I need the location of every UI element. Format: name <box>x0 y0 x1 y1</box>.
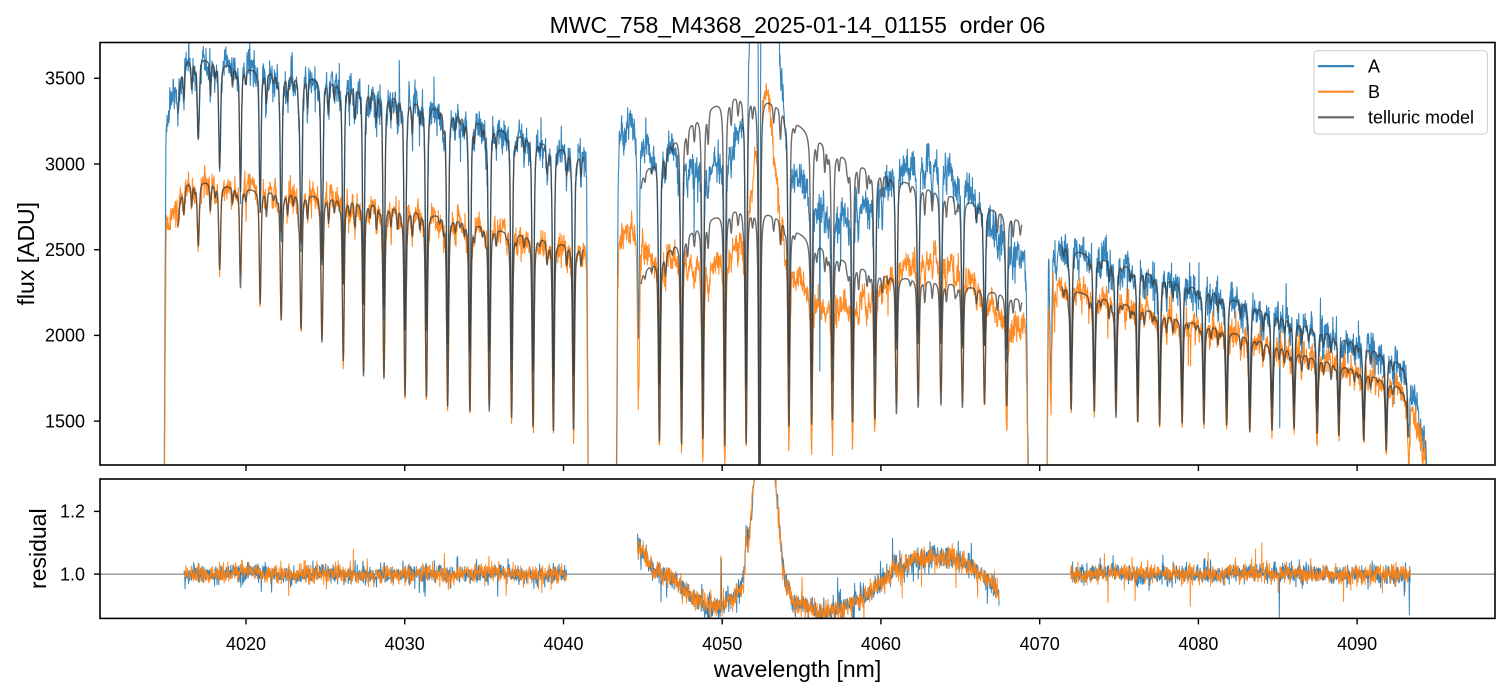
svg-text:telluric model: telluric model <box>1368 108 1474 128</box>
svg-text:3500: 3500 <box>45 69 85 89</box>
svg-text:1.2: 1.2 <box>60 502 85 522</box>
svg-text:flux [ADU]: flux [ADU] <box>13 202 39 306</box>
svg-text:MWC_758_M4368_2025-01-14_01155: MWC_758_M4368_2025-01-14_01155 order 06 <box>550 12 1046 38</box>
svg-text:4020: 4020 <box>226 634 266 654</box>
svg-text:A: A <box>1368 56 1380 76</box>
svg-text:1.0: 1.0 <box>60 564 85 584</box>
svg-text:3000: 3000 <box>45 154 85 174</box>
svg-text:2000: 2000 <box>45 326 85 346</box>
svg-text:4040: 4040 <box>543 634 583 654</box>
svg-text:4080: 4080 <box>1178 634 1218 654</box>
svg-text:wavelength [nm]: wavelength [nm] <box>713 656 881 682</box>
svg-text:4050: 4050 <box>702 634 742 654</box>
svg-text:residual: residual <box>25 508 51 589</box>
svg-text:2500: 2500 <box>45 240 85 260</box>
svg-text:4090: 4090 <box>1337 634 1377 654</box>
svg-text:4030: 4030 <box>385 634 425 654</box>
svg-text:4060: 4060 <box>861 634 901 654</box>
svg-text:4070: 4070 <box>1020 634 1060 654</box>
svg-text:B: B <box>1368 82 1380 102</box>
svg-text:1500: 1500 <box>45 411 85 431</box>
